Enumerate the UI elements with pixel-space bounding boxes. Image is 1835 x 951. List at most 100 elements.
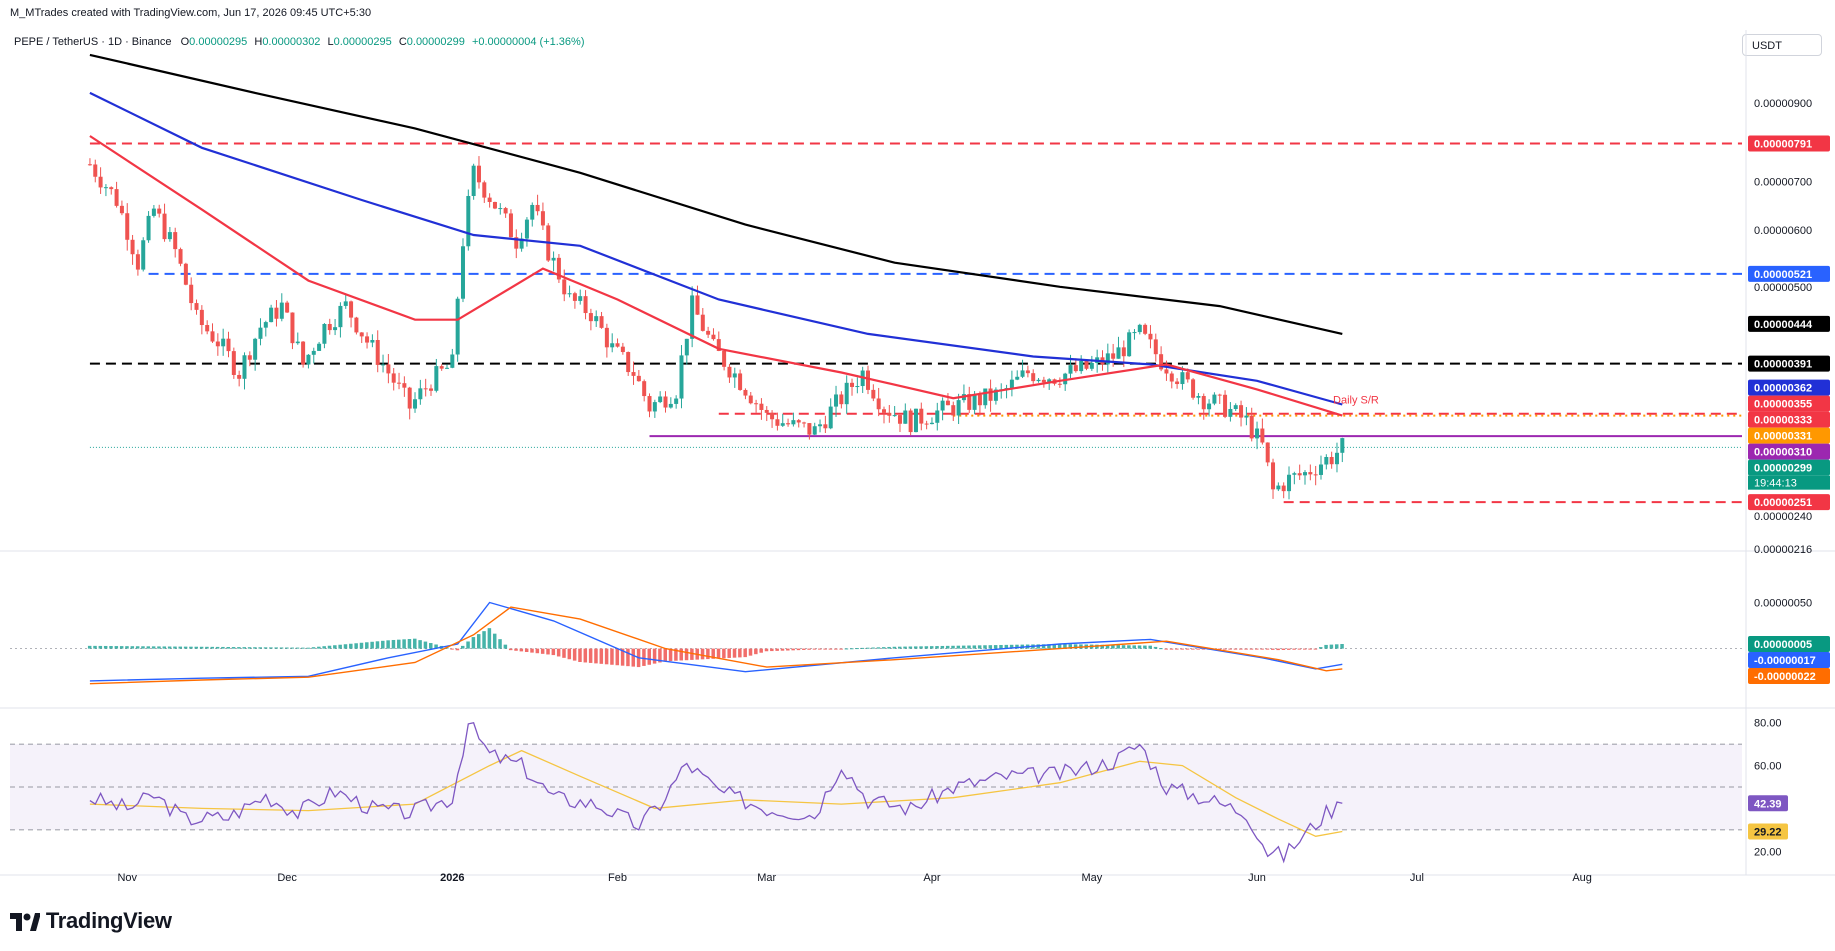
macd-histogram-bar[interactable] — [972, 645, 977, 649]
candle-body[interactable] — [802, 422, 807, 424]
candle-body[interactable] — [365, 336, 370, 343]
candle-body[interactable] — [588, 313, 593, 322]
candle-body[interactable] — [562, 279, 567, 295]
candle-body[interactable] — [1015, 376, 1020, 380]
macd-histogram-bar[interactable] — [498, 639, 502, 649]
candle-body[interactable] — [668, 403, 673, 408]
macd-histogram-bar[interactable] — [743, 648, 747, 658]
candle-body[interactable] — [93, 164, 98, 177]
macd-histogram-bar[interactable] — [604, 648, 609, 665]
macd-histogram-bar[interactable] — [1276, 648, 1280, 651]
macd-histogram-bar[interactable] — [173, 646, 177, 649]
macd-histogram-bar[interactable] — [450, 648, 454, 650]
macd-histogram-bar[interactable] — [892, 646, 897, 649]
macd-histogram-bar[interactable] — [258, 647, 262, 649]
macd-histogram-bar[interactable] — [796, 648, 801, 651]
candle-body[interactable] — [743, 389, 748, 396]
candle-body[interactable] — [1324, 456, 1329, 465]
macd-histogram-bar[interactable] — [215, 646, 220, 649]
macd-histogram-bar[interactable] — [610, 648, 614, 665]
candle-body[interactable] — [945, 400, 950, 406]
candle-body[interactable] — [327, 323, 332, 331]
macd-histogram-bar[interactable] — [418, 640, 422, 649]
candle-body[interactable] — [770, 412, 775, 420]
candle-body[interactable] — [429, 388, 434, 391]
candle-body[interactable] — [796, 420, 801, 423]
macd-histogram-bar[interactable] — [290, 647, 294, 649]
candle-body[interactable] — [567, 293, 572, 295]
candle-body[interactable] — [199, 309, 204, 326]
macd-histogram-bar[interactable] — [919, 646, 923, 649]
macd-histogram-bar[interactable] — [748, 648, 753, 656]
macd-histogram-bar[interactable] — [1057, 644, 1062, 649]
candle-body[interactable] — [642, 381, 647, 397]
candle-body[interactable] — [1137, 324, 1142, 333]
macd-histogram-bar[interactable] — [658, 648, 662, 663]
macd-histogram-bar[interactable] — [945, 645, 950, 649]
macd-histogram-bar[interactable] — [1100, 644, 1104, 649]
candle-body[interactable] — [1217, 394, 1222, 396]
candle-body[interactable] — [1292, 473, 1297, 475]
candle-body[interactable] — [1271, 462, 1276, 490]
candle-body[interactable] — [1212, 394, 1217, 404]
macd-histogram-bar[interactable] — [274, 647, 278, 649]
macd-histogram-bar[interactable] — [754, 648, 758, 655]
candle-body[interactable] — [1148, 333, 1153, 340]
candle-body[interactable] — [471, 165, 476, 196]
macd-histogram-bar[interactable] — [956, 645, 961, 649]
macd-histogram-bar[interactable] — [162, 646, 167, 649]
macd-histogram-bar[interactable] — [1308, 648, 1312, 650]
macd-histogram-bar[interactable] — [1041, 644, 1046, 649]
macd-histogram-bar[interactable] — [87, 645, 92, 649]
candle-body[interactable] — [620, 346, 625, 353]
candle-body[interactable] — [1233, 405, 1238, 409]
candle-body[interactable] — [1164, 369, 1169, 374]
candle-body[interactable] — [338, 305, 343, 328]
candle-body[interactable] — [1025, 370, 1030, 374]
macd-histogram-bar[interactable] — [1015, 644, 1019, 649]
macd-histogram-bar[interactable] — [567, 648, 572, 660]
macd-histogram-bar[interactable] — [940, 645, 945, 649]
candle-body[interactable] — [444, 367, 449, 369]
candle-body[interactable] — [604, 327, 609, 348]
macd-histogram-bar[interactable] — [674, 648, 678, 661]
macd-histogram-bar[interactable] — [1228, 648, 1232, 650]
candle-body[interactable] — [1143, 324, 1148, 334]
macd-histogram-bar[interactable] — [732, 648, 737, 658]
macd-histogram-bar[interactable] — [871, 647, 875, 649]
macd-histogram-bar[interactable] — [375, 641, 380, 649]
candle-body[interactable] — [823, 424, 828, 429]
macd-histogram-bar[interactable] — [146, 646, 151, 649]
candle-body[interactable] — [775, 419, 780, 426]
macd-histogram-bar[interactable] — [349, 643, 353, 649]
candle-body[interactable] — [610, 343, 615, 348]
macd-histogram-bar[interactable] — [1116, 645, 1120, 649]
candle-body[interactable] — [903, 410, 908, 424]
macd-histogram-bar[interactable] — [93, 645, 97, 649]
macd-histogram-bar[interactable] — [578, 648, 582, 662]
macd-histogram-bar[interactable] — [343, 644, 348, 649]
macd-histogram-bar[interactable] — [700, 648, 705, 660]
macd-histogram-bar[interactable] — [706, 648, 710, 660]
macd-histogram-bar[interactable] — [1244, 648, 1248, 650]
candle-body[interactable] — [1121, 347, 1126, 357]
candle-body[interactable] — [1318, 464, 1323, 475]
candle-body[interactable] — [663, 396, 668, 408]
macd-histogram-bar[interactable] — [855, 648, 859, 650]
candle-body[interactable] — [1329, 456, 1334, 465]
candle-body[interactable] — [988, 388, 993, 401]
macd-histogram-bar[interactable] — [466, 641, 470, 649]
candle-body[interactable] — [956, 400, 961, 416]
macd-histogram-bar[interactable] — [983, 645, 987, 649]
macd-histogram-bar[interactable] — [935, 646, 939, 649]
macd-histogram-bar[interactable] — [540, 648, 545, 654]
macd-histogram-bar[interactable] — [199, 646, 204, 649]
candle-body[interactable] — [413, 399, 418, 409]
candles-group[interactable] — [87, 156, 1345, 500]
candle-body[interactable] — [993, 389, 998, 401]
macd-histogram-bar[interactable] — [876, 647, 881, 649]
candle-body[interactable] — [940, 400, 945, 411]
macd-histogram-bar[interactable] — [993, 645, 998, 649]
candle-body[interactable] — [109, 187, 114, 190]
